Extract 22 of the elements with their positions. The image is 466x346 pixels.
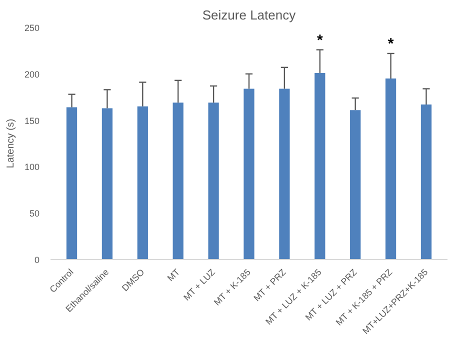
x-tick-label: MT	[165, 266, 182, 284]
y-tick-label: 0	[34, 255, 40, 265]
y-tick-label: 200	[24, 69, 40, 80]
y-tick-label: 50	[29, 208, 40, 219]
bar	[137, 106, 148, 260]
bar	[385, 78, 396, 260]
bar	[244, 88, 254, 260]
bar	[172, 102, 184, 260]
bar	[102, 108, 113, 260]
y-tick-label: 250	[24, 23, 40, 33]
y-axis-title: Latency (s)	[5, 118, 16, 168]
bar	[279, 88, 290, 260]
bar	[208, 102, 219, 260]
bar	[350, 110, 361, 260]
y-tick-label: 150	[24, 116, 40, 126]
chart-title: Seizure Latency	[202, 8, 296, 22]
y-tick-label: 100	[24, 162, 40, 172]
bar	[314, 72, 326, 260]
annotation: *	[388, 35, 394, 52]
bar	[420, 104, 432, 260]
bar	[66, 107, 78, 260]
annotation: *	[316, 32, 323, 49]
